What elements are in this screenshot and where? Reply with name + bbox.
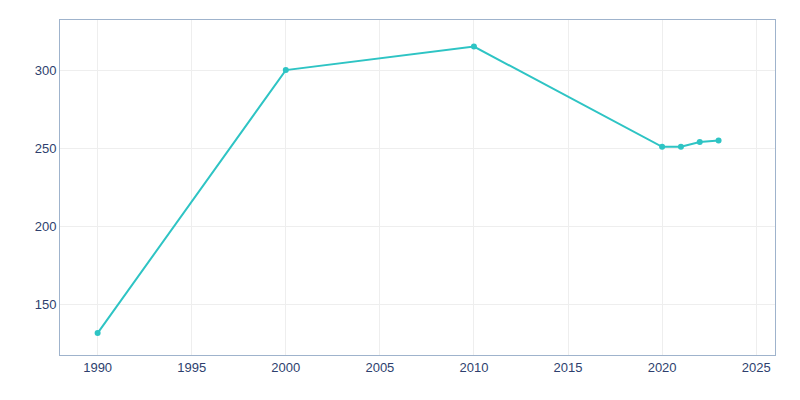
svg-text:2000: 2000 xyxy=(271,360,300,375)
svg-text:200: 200 xyxy=(35,219,57,234)
svg-text:2025: 2025 xyxy=(742,360,771,375)
svg-text:1995: 1995 xyxy=(177,360,206,375)
svg-text:2020: 2020 xyxy=(648,360,677,375)
svg-text:2005: 2005 xyxy=(365,360,394,375)
svg-text:2015: 2015 xyxy=(554,360,583,375)
svg-text:250: 250 xyxy=(35,141,57,156)
svg-text:150: 150 xyxy=(35,297,57,312)
svg-text:1990: 1990 xyxy=(83,360,112,375)
svg-text:2010: 2010 xyxy=(459,360,488,375)
svg-text:300: 300 xyxy=(35,63,57,78)
